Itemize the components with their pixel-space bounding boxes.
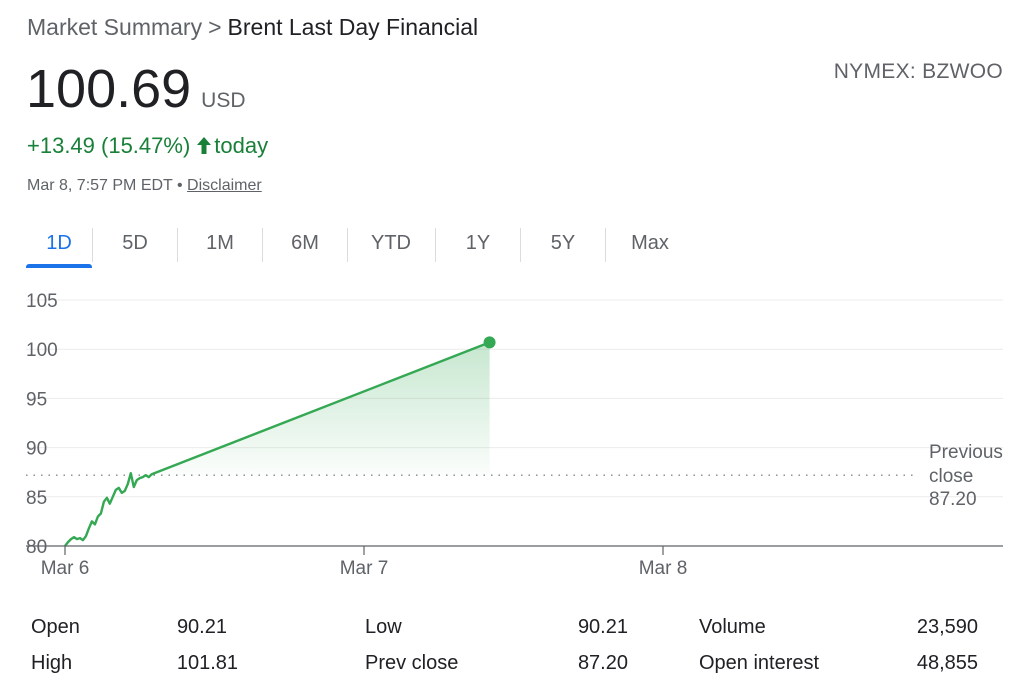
x-axis-ticks: Mar 6 Mar 7 Mar 8 [41,546,688,579]
timestamp: Mar 8, 7:57 PM EDT • Disclaimer [27,177,262,195]
tab-1d[interactable]: 1D [26,228,92,268]
stat-label-volume: Volume [699,616,766,638]
x-tick-label: Mar 8 [639,558,688,579]
tab-divider [347,228,348,262]
y-tick-label: 90 [26,439,47,460]
previous-close-value: 87.20 [929,489,977,510]
grid-lines [26,299,1003,498]
stat-value-open-interest: 48,855 [916,652,978,674]
x-tick-label: Mar 7 [340,558,389,579]
breadcrumb-parent[interactable]: Market Summary [27,14,203,40]
stat-value-prev-close: 87.20 [577,652,628,674]
y-tick-label: 105 [26,291,58,312]
stat-label-open: Open [31,616,80,638]
exchange-symbol: NYMEX: BZWOO [833,60,1003,83]
tab-divider [92,228,93,262]
breadcrumb-separator: > [208,14,222,40]
stat-value-open: 90.21 [176,616,227,638]
tab-max[interactable]: Max [631,232,669,254]
breadcrumb-current: Brent Last Day Financial [227,14,479,40]
stat-value-low: 90.21 [577,616,628,638]
price-line [64,341,491,547]
tab-5y[interactable]: 5Y [550,232,576,254]
stat-label-prev-close: Prev close [365,652,459,674]
up-arrow-icon [196,135,212,161]
y-tick-label: 85 [26,488,47,509]
stat-label-low: Low [365,616,402,638]
y-tick-label: 95 [26,389,47,410]
change-suffix: today [214,133,269,158]
tab-divider [262,228,263,262]
previous-close-label: close [929,466,973,487]
stat-label-open-interest: Open interest [699,652,820,674]
previous-close-label: Previous [929,442,1003,463]
tab-divider [177,228,178,262]
stat-value-high: 101.81 [176,652,238,674]
breadcrumb: Market Summary > Brent Last Day Financial [27,14,478,41]
tab-divider [605,228,606,262]
tab-6m[interactable]: 6M [291,232,319,254]
price-row: 100.69 USD [26,58,246,120]
stat-label-high: High [31,652,73,674]
tab-1m[interactable]: 1M [206,232,234,254]
tab-1y[interactable]: 1Y [465,232,491,254]
tab-divider [520,228,521,262]
y-axis-labels: 105 100 95 90 85 80 [26,291,58,558]
timestamp-text: Mar 8, 7:57 PM EDT [27,177,173,194]
current-price: 100.69 [26,59,192,119]
change-value: +13.49 (15.47%) [27,133,191,158]
price-area [65,342,490,476]
tab-ytd[interactable]: YTD [371,232,411,254]
tab-divider [435,228,436,262]
stats-table: Open 90.21 High 101.81 Low 90.21 Prev cl… [0,612,1023,682]
tab-5d[interactable]: 5D [122,232,148,254]
price-currency: USD [201,89,246,112]
last-price-dot [483,336,496,349]
disclaimer-link[interactable]: Disclaimer [187,177,262,194]
price-change: +13.49 (15.47%) today [27,133,268,161]
x-tick-label: Mar 6 [41,558,90,579]
active-tab-indicator [26,264,92,268]
stat-value-volume: 23,590 [916,616,978,638]
y-tick-label: 80 [26,537,47,558]
y-tick-label: 100 [26,340,58,361]
timestamp-separator: • [176,177,183,194]
